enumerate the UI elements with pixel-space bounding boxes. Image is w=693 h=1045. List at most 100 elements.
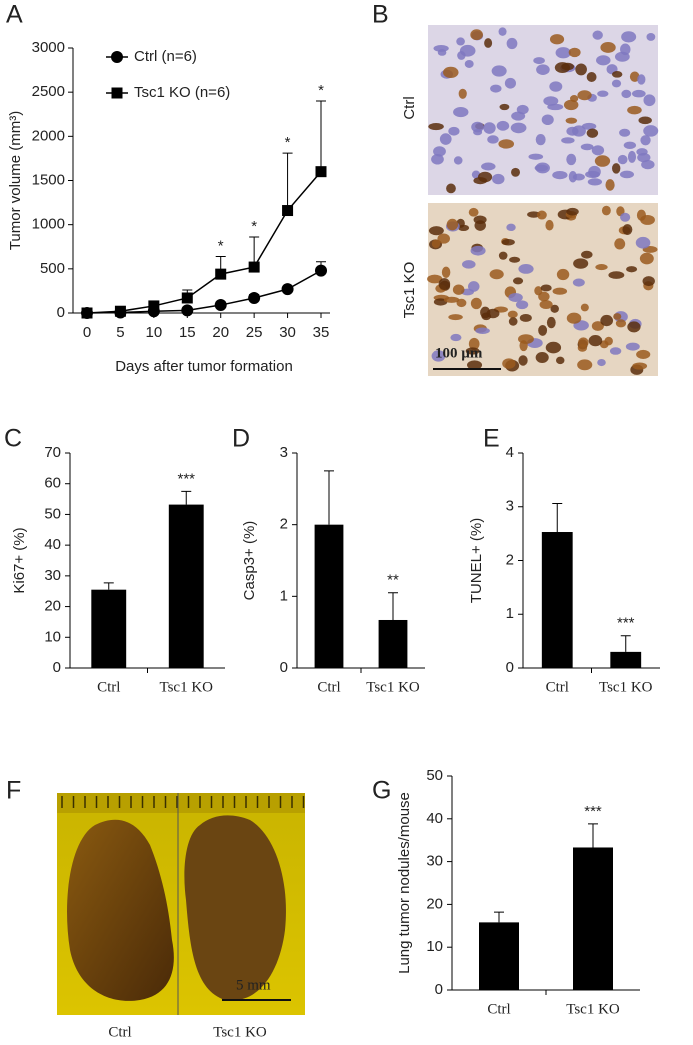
x-tick-label: Tsc1 KO [366,679,420,695]
marker [214,299,227,312]
y-tick-label: 2000 [32,127,65,144]
nucleus [506,37,518,50]
y-tick-label: 20 [44,598,61,615]
nucleus [489,269,504,280]
image-label: Tsc1 KO [401,262,418,319]
nucleus [527,211,541,218]
nucleus [443,296,460,303]
nucleus [550,304,559,313]
nucleus [536,210,547,220]
nucleus [573,258,589,269]
nucleus [546,316,556,329]
nucleus [625,342,640,351]
nucleus [437,233,450,244]
x-axis-label: Days after tumor formation [115,358,293,375]
error-bar [588,823,598,848]
nucleus [468,337,480,350]
nucleus [637,74,646,85]
nucleus [596,55,611,66]
nucleus [452,284,465,295]
nucleus [566,312,582,324]
nucleus [491,65,507,77]
nucleus [536,64,550,75]
nucleus [591,321,604,331]
nucleus [498,139,515,149]
x-tick-label: Ctrl [546,679,569,695]
scale-bar-label: 100 µm [435,345,483,361]
nucleus [486,308,500,319]
nucleus [552,170,568,180]
x-tick-label: 5 [116,324,124,341]
nucleus [474,220,486,231]
nucleus [545,341,562,354]
nucleus [623,141,637,150]
marker [248,291,261,304]
nucleus [501,238,515,246]
nucleus [490,84,502,93]
marker [315,264,327,277]
panel-letter: C [4,425,22,453]
y-tick-label: 0 [435,981,443,998]
nucleus [473,177,488,185]
nucleus [638,116,652,125]
x-tick-label: 0 [83,324,91,341]
significance: * [318,82,324,99]
nucleus [470,29,483,41]
nucleus [639,252,654,265]
nucleus [588,335,603,347]
nucleus [508,317,518,326]
nucleus [566,153,577,166]
nucleus [549,34,565,45]
marker [81,307,93,319]
x-tick-label: 25 [246,324,263,341]
nucleus [499,103,510,111]
y-tick-label: 30 [426,853,443,870]
nucleus [549,81,563,92]
y-axis-label: TUNEL+ (%) [468,518,485,603]
nucleus [632,362,648,370]
nucleus [636,349,651,359]
series-line [86,171,322,314]
nucleus [431,350,446,362]
significance: * [285,134,291,151]
nucleus [594,155,611,167]
y-axis-label: Casp3+ (%) [241,521,258,601]
nucleus [533,57,545,65]
nucleus [506,223,516,232]
nucleus [498,251,508,260]
bar [168,504,204,668]
nucleus [433,298,448,306]
bar [314,524,344,668]
nucleus [614,51,630,62]
x-tick-label: Ctrl [97,679,120,695]
nucleus [428,123,444,131]
panel-letter: F [6,777,21,805]
nucleus [643,94,656,107]
nucleus [427,274,443,284]
y-tick-label: 3 [280,444,288,461]
nucleus [538,324,548,336]
error-bar [282,152,293,211]
x-tick-label: 35 [313,324,330,341]
x-tick-label: Tsc1 KO [566,1001,620,1017]
y-tick-label: 70 [44,444,61,461]
error-bar [103,582,114,590]
bar [573,847,613,990]
nucleus [640,214,655,225]
marker [215,268,227,280]
nuclei [428,27,659,194]
nucleus [643,125,659,137]
nucleus [642,276,655,287]
marker [281,283,294,296]
nucleus [465,347,480,355]
marker [181,304,194,317]
nucleus [446,183,456,194]
error-bar [494,911,504,923]
error-bar [316,100,326,172]
nucleus [572,125,586,137]
y-tick-label: 1 [506,605,514,622]
nucleus [510,122,527,134]
nucleus [475,327,490,334]
y-tick-label: 40 [426,810,443,827]
